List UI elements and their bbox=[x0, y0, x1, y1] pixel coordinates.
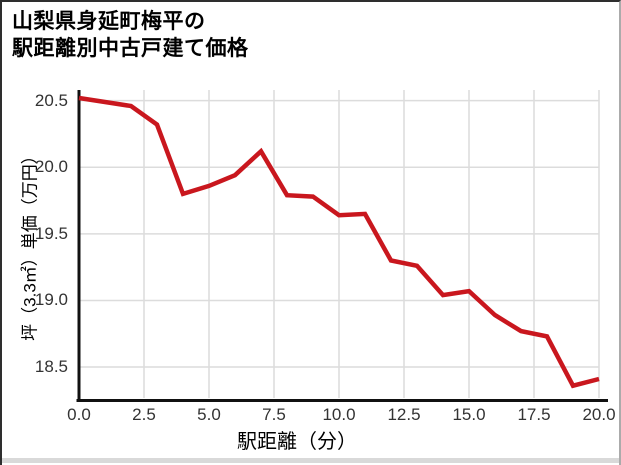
chart-title-line1: 山梨県身延町梅平の bbox=[12, 10, 206, 33]
x-tick-label: 15.0 bbox=[452, 405, 486, 424]
y-tick-label: 18.5 bbox=[34, 357, 68, 377]
x-tick-label: 2.5 bbox=[132, 405, 156, 424]
x-tick-label: 5.0 bbox=[197, 405, 221, 424]
x-tick-label: 10.0 bbox=[322, 405, 356, 424]
y-tick-label: 19.5 bbox=[34, 223, 68, 243]
x-tick-label: 20.0 bbox=[582, 405, 616, 424]
x-tick-label: 12.5 bbox=[387, 405, 421, 424]
x-tick-label: 0.0 bbox=[67, 405, 91, 424]
x-tick-label: 17.5 bbox=[517, 405, 551, 424]
y-tick-label: 19.0 bbox=[34, 290, 68, 310]
chart-title-line2: 駅距離別中古戸建て価格 bbox=[12, 37, 249, 60]
y-tick-label: 20.0 bbox=[34, 157, 68, 177]
bottom-divider bbox=[2, 458, 619, 463]
y-tick-label: 20.5 bbox=[34, 90, 68, 110]
x-tick-label: 7.5 bbox=[262, 405, 286, 424]
chart-title: 山梨県身延町梅平の 駅距離別中古戸建て価格 bbox=[12, 8, 249, 62]
price-line-series bbox=[78, 95, 600, 389]
x-axis-label: 駅距離（分） bbox=[237, 431, 357, 453]
